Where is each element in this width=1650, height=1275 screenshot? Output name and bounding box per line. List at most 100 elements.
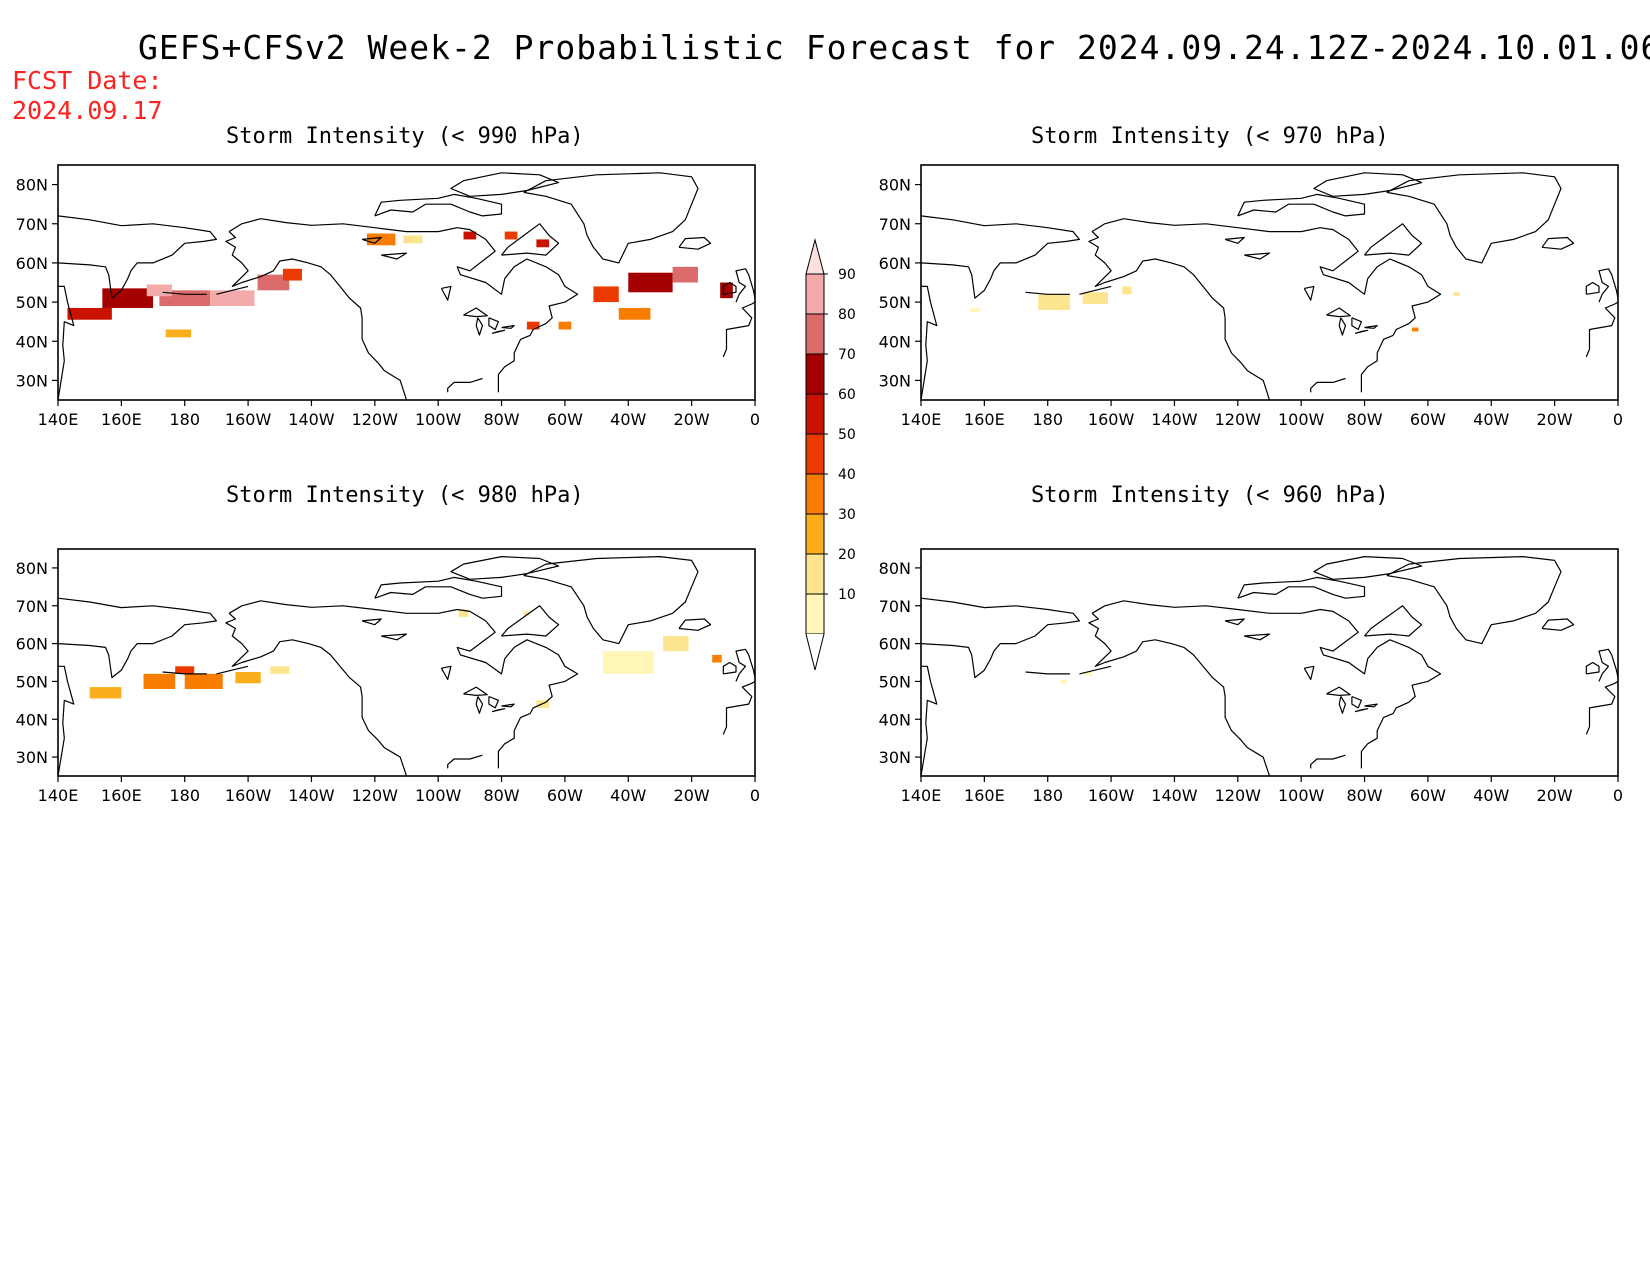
coastline xyxy=(1351,695,1362,709)
probability-area xyxy=(175,666,195,674)
colorbar-segment xyxy=(805,353,825,395)
coastline xyxy=(1598,268,1618,303)
coastline xyxy=(58,215,217,299)
lon-tick-label: 160W xyxy=(1088,786,1135,805)
colorbar: 10 20 30 40 50 60 70 80 90 xyxy=(805,238,856,671)
lon-tick-label: 20W xyxy=(674,410,710,429)
coastline xyxy=(722,680,755,735)
coastline xyxy=(228,600,579,769)
probability-area xyxy=(184,673,223,689)
lat-tick-label: 30N xyxy=(879,371,911,390)
probability-area xyxy=(1082,292,1108,305)
coastline xyxy=(1364,223,1423,256)
lon-tick-label: 80W xyxy=(1346,786,1382,805)
lat-tick-label: 60N xyxy=(879,635,911,654)
coastline xyxy=(501,223,560,256)
coastline xyxy=(58,643,75,776)
coastline xyxy=(440,285,452,301)
probability-area xyxy=(403,235,423,244)
lat-tick-label: 80N xyxy=(879,176,911,195)
colorbar-segment xyxy=(805,313,825,355)
colorbar-label: 50 xyxy=(838,427,856,443)
probability-area xyxy=(282,268,302,281)
lat-tick-label: 50N xyxy=(16,293,48,312)
coastline xyxy=(921,215,1080,299)
coastline xyxy=(1079,665,1112,675)
coastline xyxy=(678,236,712,250)
coastline xyxy=(225,612,408,776)
coastline xyxy=(1386,556,1562,645)
colorbar-segment xyxy=(805,593,825,635)
lon-tick-label: 120W xyxy=(352,786,399,805)
coastline xyxy=(1025,671,1070,675)
probability-area xyxy=(1085,671,1093,676)
coastline xyxy=(488,317,499,331)
lon-tick-label: 140W xyxy=(1151,786,1198,805)
coastline xyxy=(463,307,488,318)
probability-area xyxy=(536,239,550,248)
probability-area xyxy=(593,286,619,303)
coastline xyxy=(58,262,75,400)
lon-tick-label: 180 xyxy=(169,786,200,805)
probability-area xyxy=(558,321,572,330)
lat-tick-label: 80N xyxy=(16,559,48,578)
lon-tick-label: 80W xyxy=(483,786,519,805)
probability-area xyxy=(210,290,255,306)
probability-area xyxy=(628,272,673,293)
coastline xyxy=(501,325,515,329)
probability-area xyxy=(270,666,290,674)
coastline xyxy=(58,309,59,319)
map-background xyxy=(921,165,1618,400)
probability-area xyxy=(712,654,722,663)
lon-tick-label: 40W xyxy=(1473,410,1509,429)
coastline xyxy=(1386,172,1562,264)
lon-tick-label: 120W xyxy=(1215,786,1262,805)
probability-area xyxy=(618,307,651,320)
coastline xyxy=(1351,317,1362,331)
coastline xyxy=(475,696,484,714)
lon-tick-label: 0 xyxy=(750,786,760,805)
coastline xyxy=(1237,576,1366,599)
lon-tick-label: 20W xyxy=(674,786,710,805)
lon-tick-label: 60W xyxy=(1410,786,1446,805)
map-frame xyxy=(57,164,756,401)
coastline xyxy=(501,703,515,708)
lon-tick-label: 40W xyxy=(610,410,646,429)
probability-area xyxy=(235,671,261,684)
coastline xyxy=(523,556,699,645)
probability-area xyxy=(526,321,540,330)
coastline xyxy=(1364,703,1378,708)
coastline xyxy=(921,262,938,400)
lat-tick-label: 70N xyxy=(16,597,48,616)
panel-title-980: Storm Intensity (< 980 hPa) xyxy=(226,483,584,508)
panel-title-990: Storm Intensity (< 990 hPa) xyxy=(226,124,584,149)
coastline xyxy=(491,708,506,713)
map-background xyxy=(921,549,1618,776)
coastline xyxy=(374,576,503,599)
coastline xyxy=(1313,556,1423,580)
coastline xyxy=(1585,661,1600,675)
coastline xyxy=(447,754,483,769)
lon-tick-label: 160E xyxy=(964,410,1005,429)
lat-tick-label: 70N xyxy=(879,597,911,616)
probability-area xyxy=(1412,327,1419,332)
coastline xyxy=(1079,285,1112,295)
lon-tick-label: 140W xyxy=(1151,410,1198,429)
lat-tick-label: 30N xyxy=(16,371,48,390)
probability-area xyxy=(102,288,154,308)
probability-area xyxy=(523,611,531,616)
probability-area xyxy=(672,266,698,283)
forecast-date-caption: FCST Date: xyxy=(12,66,163,95)
lat-tick-label: 60N xyxy=(16,635,48,654)
coastline xyxy=(1541,618,1575,631)
coastline xyxy=(1338,696,1347,714)
coastline xyxy=(921,597,1080,679)
forecast-date-label: FCST Date: 2024.09.17 xyxy=(12,66,163,126)
map-panel-p960: 140E 160E 180 160W 140W 120W 100W 80W 60W 40W 20W 0… xyxy=(879,548,1623,805)
lon-tick-label: 80W xyxy=(483,410,519,429)
colorbar-label: 60 xyxy=(838,387,856,403)
probability-area xyxy=(366,233,396,246)
figure-title: GEFS+CFSv2 Week-2 Probabilistic Forecast… xyxy=(138,28,1650,67)
lon-tick-label: 160E xyxy=(964,786,1005,805)
lon-tick-label: 60W xyxy=(547,410,583,429)
